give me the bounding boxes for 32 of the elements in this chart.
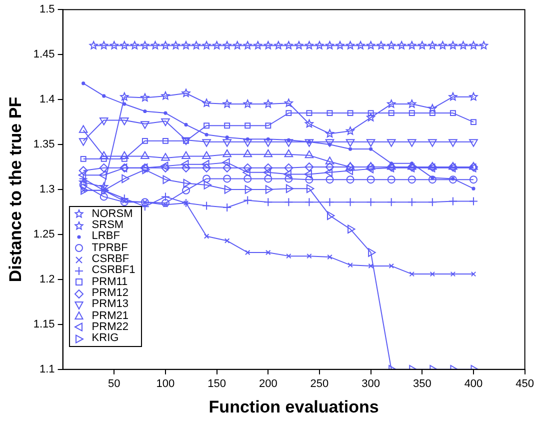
legend-label: PRM11 — [92, 276, 128, 288]
y-tick-label: 1.35 — [33, 138, 55, 151]
legend-label: PRM22 — [92, 320, 128, 333]
x-tick-label: 100 — [156, 378, 175, 390]
legend-label: CSRBF — [92, 253, 130, 266]
y-tick-label: 1.2 — [40, 273, 55, 286]
legend-label: CSRBF1 — [92, 264, 136, 277]
x-tick-label: 350 — [412, 378, 432, 390]
y-tick-label: 1.5 — [40, 4, 55, 16]
legend-label: PRM13 — [92, 298, 128, 310]
x-tick-label: 200 — [258, 378, 278, 390]
x-tick-label: 150 — [208, 378, 226, 390]
legend-label: NORSM — [92, 208, 133, 220]
x-tick-label: 400 — [464, 378, 483, 390]
legend-label: SRSM — [92, 219, 124, 232]
y-tick-label: 1.3 — [40, 184, 55, 196]
legend-label: PRM21 — [92, 310, 128, 322]
x-tick-label: 300 — [362, 378, 380, 390]
y-tick-label: 1.25 — [33, 228, 55, 241]
x-axis-title: Function evaluations — [208, 397, 379, 416]
y-tick-label: 1.1 — [40, 363, 55, 376]
y-tick-label: 1.4 — [40, 94, 55, 106]
y-tick-label: 1.15 — [33, 318, 55, 330]
y-axis-title: Distance to the true PF — [6, 96, 25, 282]
legend-label: PRM12 — [92, 286, 128, 299]
y-tick-label: 1.45 — [33, 48, 55, 61]
x-tick-label: 450 — [516, 378, 534, 390]
x-tick-label: 250 — [310, 378, 329, 390]
legend-label: KRIG — [92, 332, 119, 344]
legend-label: TPRBF — [92, 242, 128, 254]
legend-label: LRBF — [92, 230, 120, 243]
x-tick-label: 50 — [108, 378, 120, 390]
